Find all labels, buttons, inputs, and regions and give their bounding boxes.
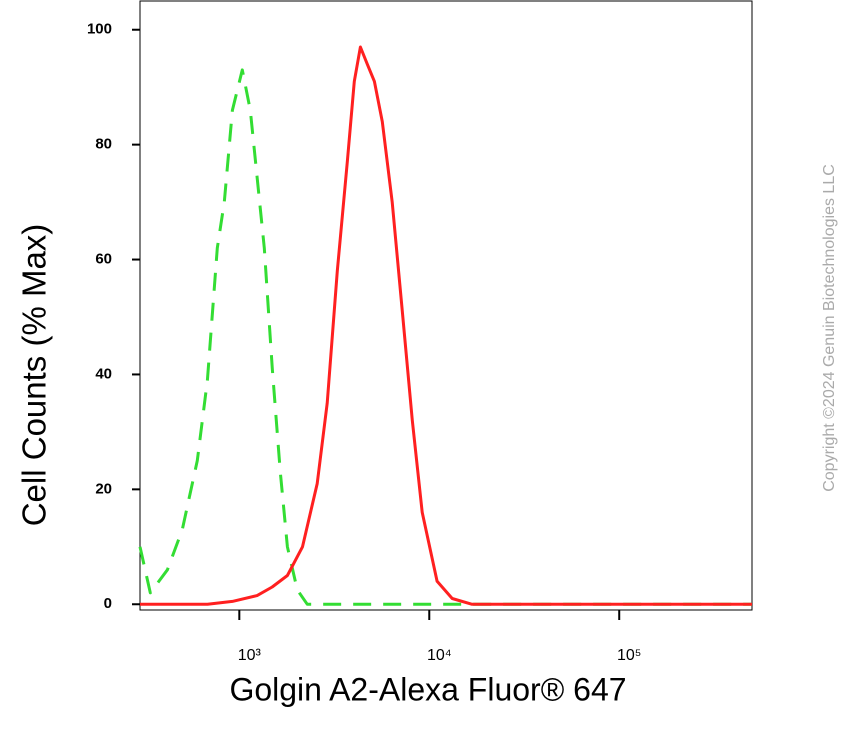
x-axis-label: Golgin A2-Alexa Fluor® 647 [229, 671, 626, 707]
y-tick-label: 40 [95, 365, 112, 382]
y-tick-label: 20 [95, 480, 112, 497]
histogram-line [138, 68, 752, 606]
y-tick-label: 80 [95, 136, 112, 153]
x-tick-label: 10⁵ [617, 647, 641, 664]
y-axis-label: Cell Counts (% Max) [16, 224, 53, 527]
watermark: Copyright ©2024 Genuin Biotechnologies L… [821, 164, 838, 492]
x-tick-label: 10³ [238, 647, 262, 664]
y-tick-label: 100 [87, 21, 112, 38]
plot-frame [139, 0, 753, 611]
histogram-line [140, 45, 752, 606]
x-tick-label: 10⁴ [427, 647, 452, 664]
y-tick-label: 60 [95, 251, 112, 268]
y-tick-label: 0 [104, 595, 112, 612]
